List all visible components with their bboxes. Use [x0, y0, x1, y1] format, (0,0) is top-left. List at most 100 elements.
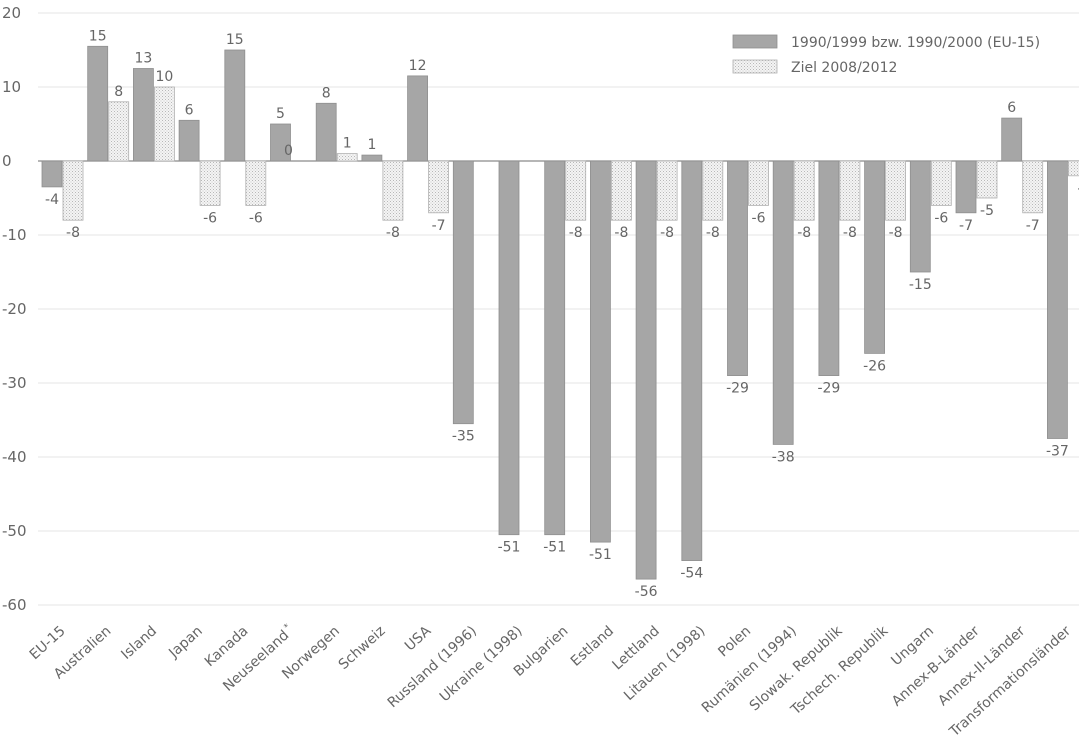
bar-series1 — [864, 160, 885, 354]
data-label-series1: 13 — [134, 51, 152, 67]
x-tick-label: Litauen (1998) — [621, 623, 708, 704]
data-label-series1: -56 — [635, 584, 658, 600]
bar-series2 — [930, 160, 952, 206]
bar-series2 — [62, 160, 84, 221]
data-label-series2: -8 — [889, 225, 903, 241]
data-label-series2: -8 — [66, 225, 80, 241]
bar-series1 — [681, 160, 703, 562]
data-label-series2: -6 — [934, 210, 948, 226]
bar-series1 — [955, 160, 977, 214]
data-label-series1: 15 — [226, 32, 244, 48]
data-label-series1: 6 — [185, 102, 194, 118]
data-label-series1: -4 — [45, 192, 59, 208]
bar-series1 — [909, 160, 931, 273]
data-label-series2: -8 — [386, 225, 400, 241]
footnote-marker: * — [282, 622, 292, 633]
x-tick-label: EU-15 — [27, 623, 69, 663]
data-label-series1: 15 — [89, 28, 107, 44]
data-label-series1: 1 — [367, 137, 376, 153]
data-label-series2: 0 — [284, 143, 293, 159]
bar-series2 — [428, 160, 450, 214]
bar-series1 — [635, 160, 657, 580]
bar-series2 — [108, 101, 130, 162]
data-label-series2: -2 — [1077, 181, 1079, 197]
data-label-series1: -38 — [772, 449, 795, 465]
data-label-series1: -37 — [1046, 444, 1069, 460]
bar-series1 — [132, 68, 154, 162]
bar-series1 — [1001, 117, 1023, 162]
data-label-series1: -35 — [452, 429, 475, 445]
bar-series2 — [153, 86, 175, 162]
bar-series2 — [199, 160, 221, 206]
y-axis: 20 10 0 -10 -20 -30 -40 -50 -60 — [2, 4, 27, 614]
legend-label-series1: 1990/1999 bzw. 1990/2000 (EU-15) — [791, 35, 1040, 51]
data-label-series2: -6 — [752, 210, 766, 226]
data-label-series2: -8 — [706, 225, 720, 241]
x-tick-label: Ukraine (1998) — [437, 623, 526, 705]
bar-series2 — [839, 160, 861, 221]
data-label-series1: -51 — [498, 540, 521, 556]
bar-series2 — [702, 160, 724, 221]
data-label-series1: -29 — [817, 381, 840, 397]
x-tick-label: Island — [118, 623, 160, 663]
data-label-series2: 1 — [343, 136, 352, 152]
data-label-series1: -51 — [589, 547, 612, 563]
legend-swatch-series1 — [732, 34, 778, 49]
data-label-series2: -6 — [203, 210, 217, 226]
legend: 1990/1999 bzw. 1990/2000 (EU-15) Ziel 200… — [732, 34, 1040, 76]
legend-swatch-series2 — [732, 59, 778, 74]
bar-series2 — [382, 160, 404, 221]
legend-label-series2: Ziel 2008/2012 — [791, 60, 897, 76]
data-label-series1: 8 — [322, 85, 331, 101]
data-label-series1: -7 — [959, 218, 973, 234]
bar-series2 — [793, 160, 815, 221]
data-label-series2: -8 — [614, 225, 628, 241]
data-label-series1: 12 — [409, 58, 427, 74]
data-label-series1: -29 — [726, 381, 749, 397]
y-tick-label: 20 — [2, 4, 21, 22]
bar-series1 — [224, 49, 246, 162]
data-label-series2: -8 — [843, 225, 857, 241]
y-tick-label: -30 — [2, 374, 27, 392]
bar-series2 — [656, 160, 678, 221]
data-label-series1: 6 — [1007, 100, 1016, 116]
bar-series2 — [245, 160, 267, 206]
bar-series2 — [565, 160, 587, 221]
x-tick-label: USA — [402, 623, 435, 655]
y-tick-label: 0 — [2, 152, 12, 170]
y-tick-label: -20 — [2, 300, 27, 318]
bar-series1 — [498, 160, 520, 536]
bar-series1 — [361, 154, 383, 162]
y-tick-label: -10 — [2, 226, 27, 244]
bar-series2 — [1022, 160, 1044, 214]
bar-series1 — [772, 160, 794, 445]
data-label-series1: -15 — [909, 277, 932, 293]
bar-series1 — [315, 102, 337, 162]
bar-series2 — [885, 160, 906, 221]
bar-series1 — [87, 45, 109, 162]
bars — [41, 45, 1079, 580]
data-label-series1: 5 — [276, 106, 285, 122]
x-tick-label: Polen — [715, 623, 754, 660]
bar-series2 — [1068, 160, 1079, 177]
y-tick-label: -60 — [2, 596, 27, 614]
data-label-series1: -54 — [680, 566, 703, 582]
data-label-series2: 10 — [155, 69, 173, 85]
y-tick-label: -50 — [2, 522, 27, 540]
y-tick-label: 10 — [2, 78, 21, 96]
bar-series1 — [1047, 160, 1068, 439]
data-label-series1: -26 — [863, 358, 886, 374]
bar-series1 — [407, 75, 429, 162]
bar-series1 — [544, 160, 566, 536]
bar-series2 — [611, 160, 632, 221]
y-tick-label: -40 — [2, 448, 27, 466]
bar-series1 — [452, 160, 474, 425]
data-label-series1: -51 — [543, 540, 566, 556]
bar-series2 — [748, 160, 769, 206]
x-tick-label: Japan — [165, 623, 205, 662]
data-label-series2: -8 — [569, 225, 583, 241]
data-label-series2: -5 — [980, 203, 994, 219]
x-tick-label: Schweiz — [336, 623, 389, 673]
